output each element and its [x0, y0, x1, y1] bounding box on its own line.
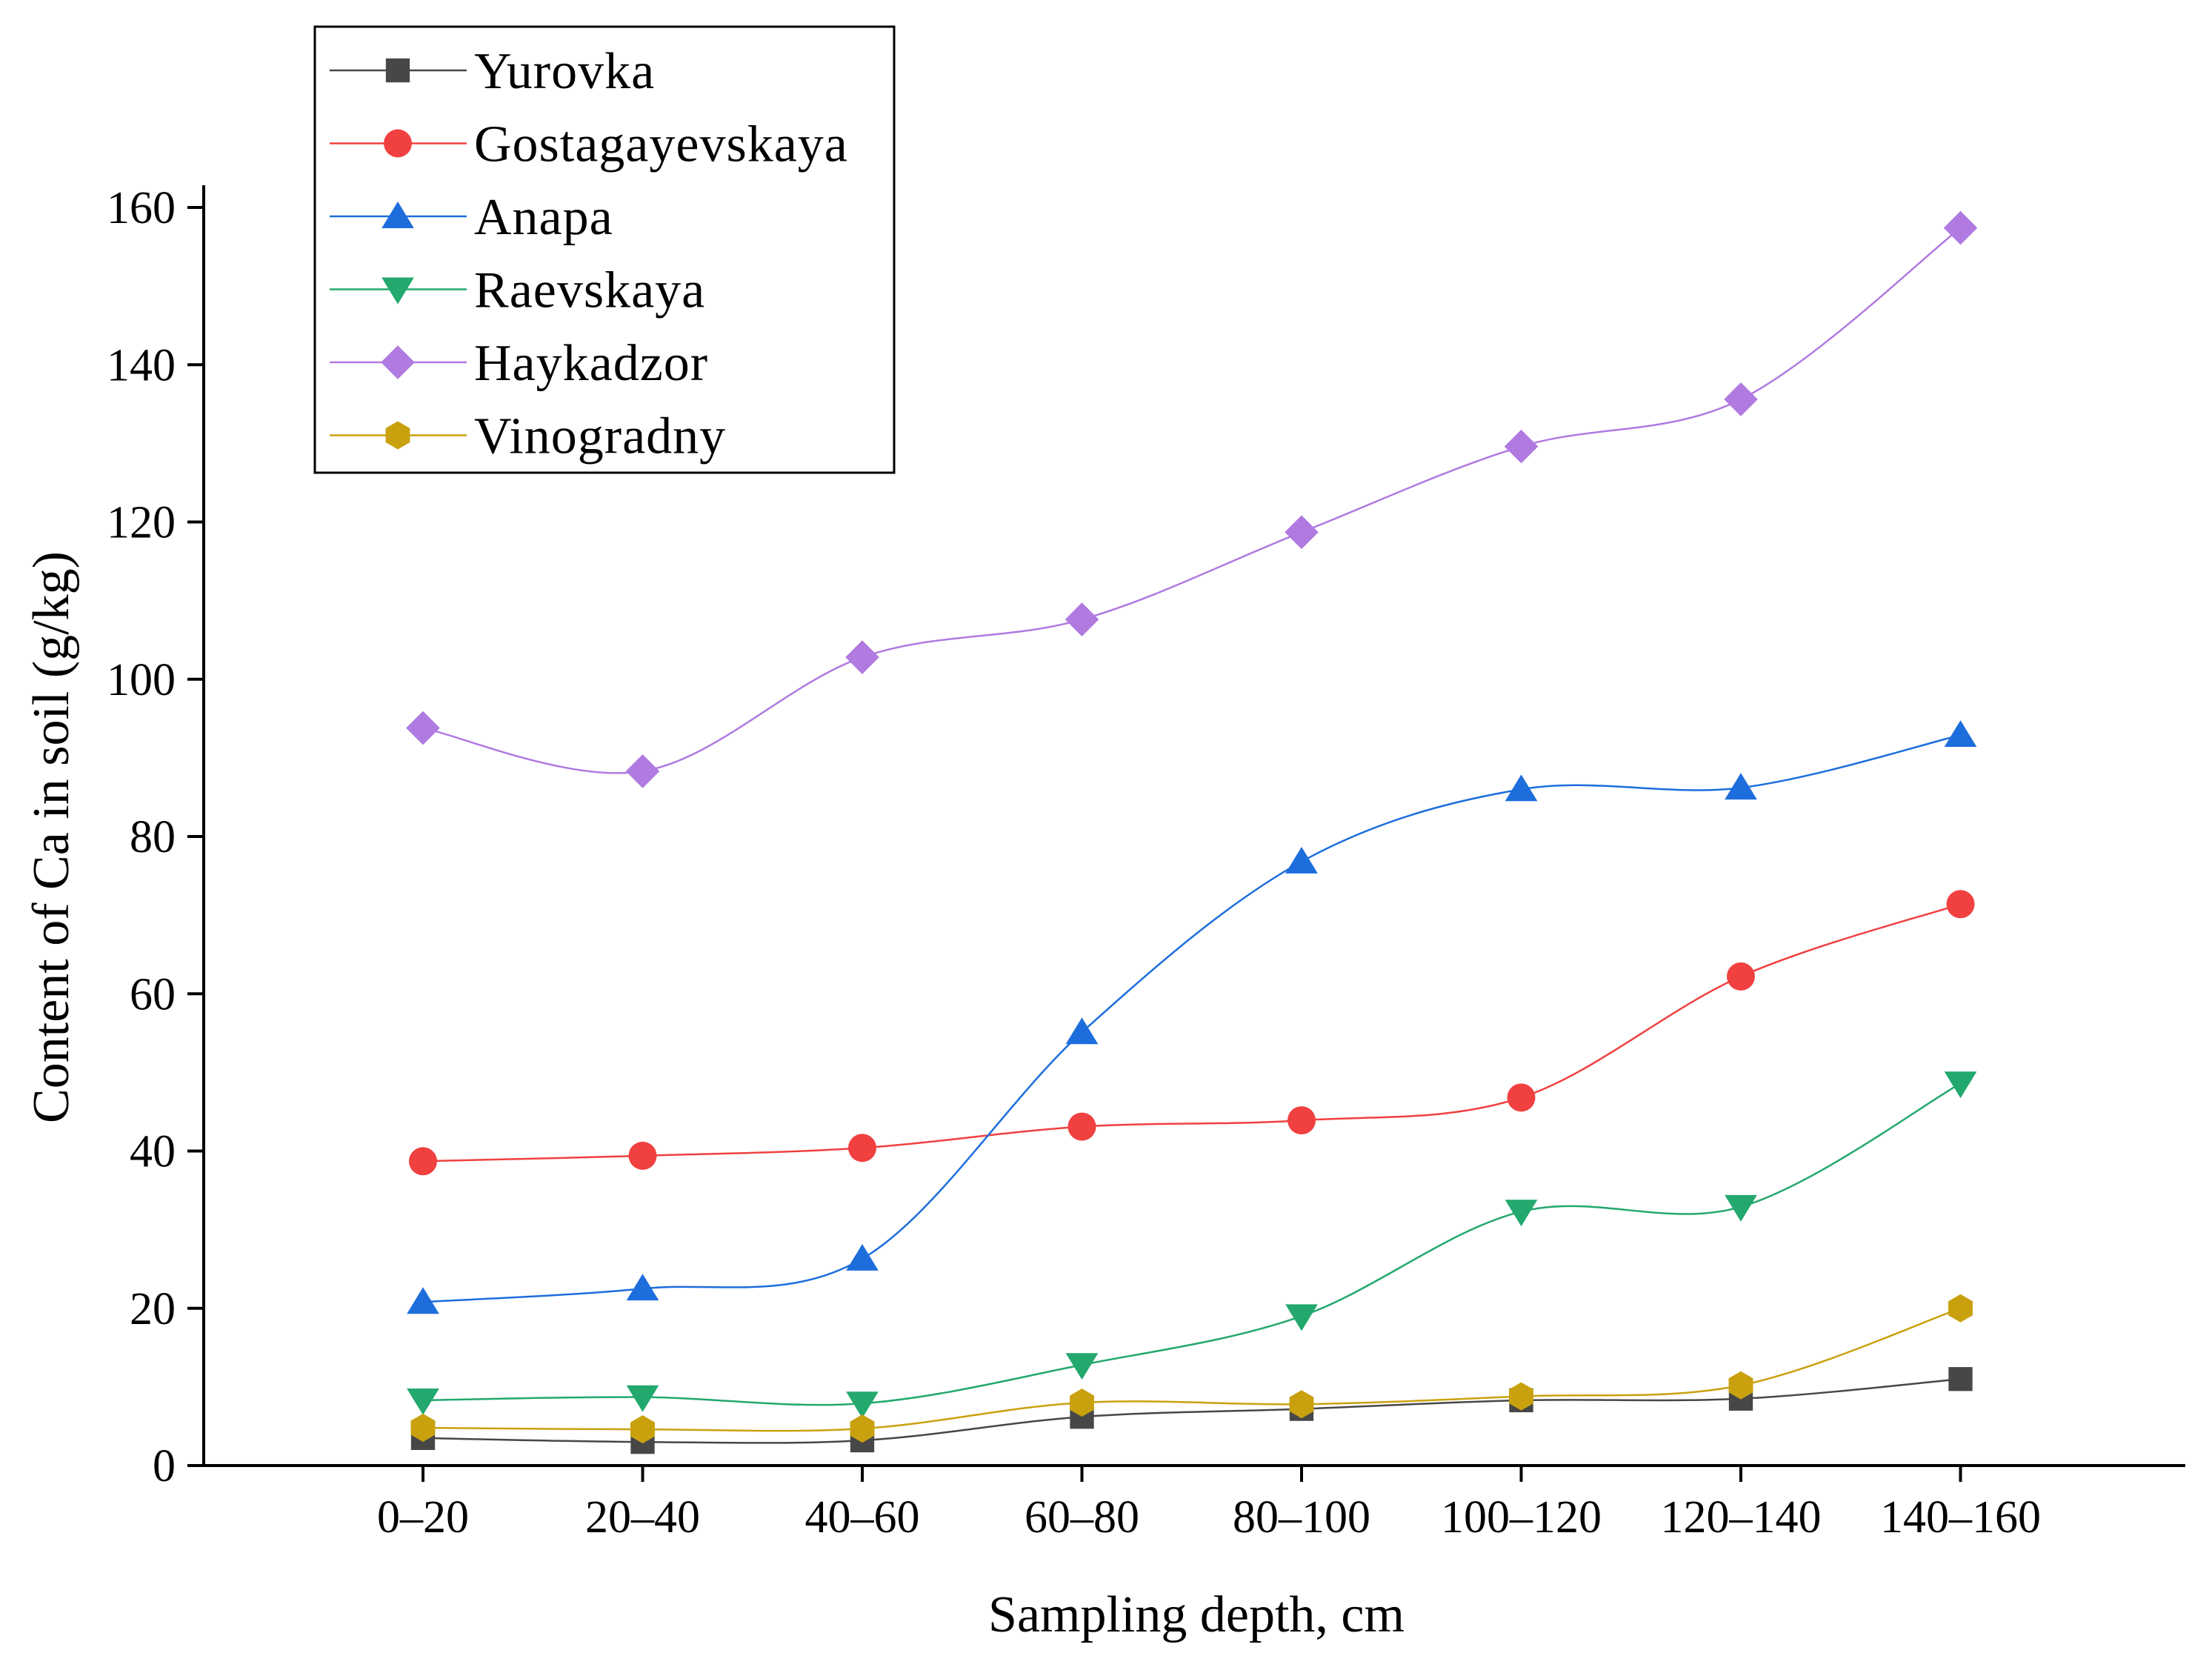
y-tick-label: 80	[130, 812, 176, 862]
data-point	[1504, 429, 1539, 464]
data-point	[1727, 962, 1755, 991]
x-tick-label: 80–100	[1233, 1492, 1370, 1543]
legend-item: Gostagayevskaya	[330, 116, 848, 173]
legend: Yurovka Gostagayevskaya Anapa Raevskaya Hayk…	[313, 25, 896, 474]
data-point	[625, 754, 660, 788]
x-axis-title: Sampling depth, cm	[988, 1586, 1405, 1643]
legend-marker	[381, 345, 415, 379]
legend-label: Raevskaya	[474, 262, 705, 319]
y-axis-title: Content of Ca in soil (g/kg)	[23, 551, 80, 1123]
data-point	[630, 1415, 655, 1444]
data-point	[1507, 1083, 1536, 1112]
series-line	[422, 1082, 1962, 1406]
data-point	[845, 640, 879, 674]
data-point	[846, 1391, 879, 1419]
y-tick-label: 40	[130, 1127, 176, 1177]
data-point	[850, 1414, 875, 1443]
x-tick-label: 100–120	[1441, 1492, 1602, 1543]
data-point	[1285, 1304, 1318, 1331]
legend-item: Vinogradny	[330, 408, 726, 465]
data-point	[409, 1147, 437, 1176]
legend-item: Anapa	[330, 189, 613, 246]
data-point	[1943, 210, 1978, 245]
series-anapa	[407, 720, 1977, 1314]
series-vinogradny	[410, 1294, 1973, 1444]
series-haykadzor	[406, 210, 1978, 788]
x-tick-label: 60–80	[1025, 1492, 1139, 1543]
legend-marker	[384, 129, 412, 158]
legend-label: Anapa	[474, 189, 613, 246]
data-point	[1505, 774, 1538, 802]
legend-label: Vinogradny	[474, 408, 726, 465]
series-raevskaya	[407, 1071, 1977, 1419]
y-tick-label: 0	[153, 1441, 176, 1491]
series-line	[422, 734, 1961, 1303]
legend-marker	[385, 58, 410, 83]
x-tick-label: 120–140	[1661, 1492, 1822, 1543]
legend-label: Haykadzor	[474, 335, 708, 392]
data-point	[1948, 1367, 1973, 1391]
y-tick-label: 140	[107, 340, 176, 390]
data-point	[1287, 1106, 1316, 1135]
legend-label: Gostagayevskaya	[474, 116, 848, 173]
data-point	[626, 1385, 659, 1412]
series-layer	[406, 210, 1978, 1454]
series-line	[422, 1378, 1961, 1444]
data-point	[628, 1141, 657, 1170]
legend-item: Haykadzor	[330, 335, 708, 392]
data-point	[1944, 720, 1977, 748]
axes	[202, 185, 2185, 1467]
series-line	[422, 1307, 1961, 1432]
data-point	[1725, 773, 1757, 800]
data-point	[1065, 602, 1099, 636]
x-tick-label: 40–60	[805, 1492, 920, 1543]
data-point	[1289, 1390, 1314, 1419]
legend-box	[313, 25, 896, 474]
legend-marker	[385, 421, 410, 450]
data-point	[1070, 1388, 1094, 1417]
data-point	[1948, 1294, 1973, 1323]
data-point	[626, 1274, 659, 1301]
data-point	[846, 1243, 879, 1271]
legend-item: Yurovka	[330, 43, 655, 100]
y-ticks: 0 20 40 60 80 100 120 140 160	[107, 183, 204, 1491]
y-tick-label: 160	[107, 183, 176, 233]
data-point	[407, 1287, 439, 1314]
data-point	[1505, 1200, 1538, 1227]
data-point	[1285, 847, 1318, 874]
series-gostagayevskaya	[409, 890, 1975, 1176]
data-point	[1944, 1071, 1977, 1099]
x-tick-label: 140–160	[1880, 1492, 2041, 1543]
data-point	[1946, 890, 1975, 919]
data-point	[1724, 382, 1758, 416]
data-point	[1509, 1382, 1533, 1411]
legend-marker	[382, 202, 414, 228]
legend-label: Yurovka	[474, 43, 655, 100]
x-tick-label: 0–20	[377, 1492, 469, 1543]
data-point	[410, 1414, 436, 1443]
data-point	[406, 711, 440, 745]
y-tick-label: 100	[107, 655, 176, 705]
data-point	[848, 1134, 876, 1163]
legend-item: Raevskaya	[330, 262, 705, 319]
data-point	[407, 1388, 439, 1415]
data-point	[1065, 1353, 1099, 1380]
y-tick-label: 120	[107, 498, 176, 548]
data-point	[1728, 1371, 1753, 1400]
legend-marker	[382, 277, 414, 305]
data-point	[1285, 515, 1319, 550]
x-ticks: 0–20 20–40 40–60 60–80 80–100 100–120 120–140 1…	[377, 1466, 2041, 1543]
data-point	[1065, 1017, 1099, 1045]
x-tick-label: 20–40	[585, 1492, 700, 1543]
y-tick-label: 60	[130, 969, 176, 1020]
data-point	[1725, 1194, 1757, 1222]
y-tick-label: 20	[130, 1284, 176, 1334]
series-line	[422, 903, 1961, 1163]
data-point	[1067, 1112, 1096, 1141]
